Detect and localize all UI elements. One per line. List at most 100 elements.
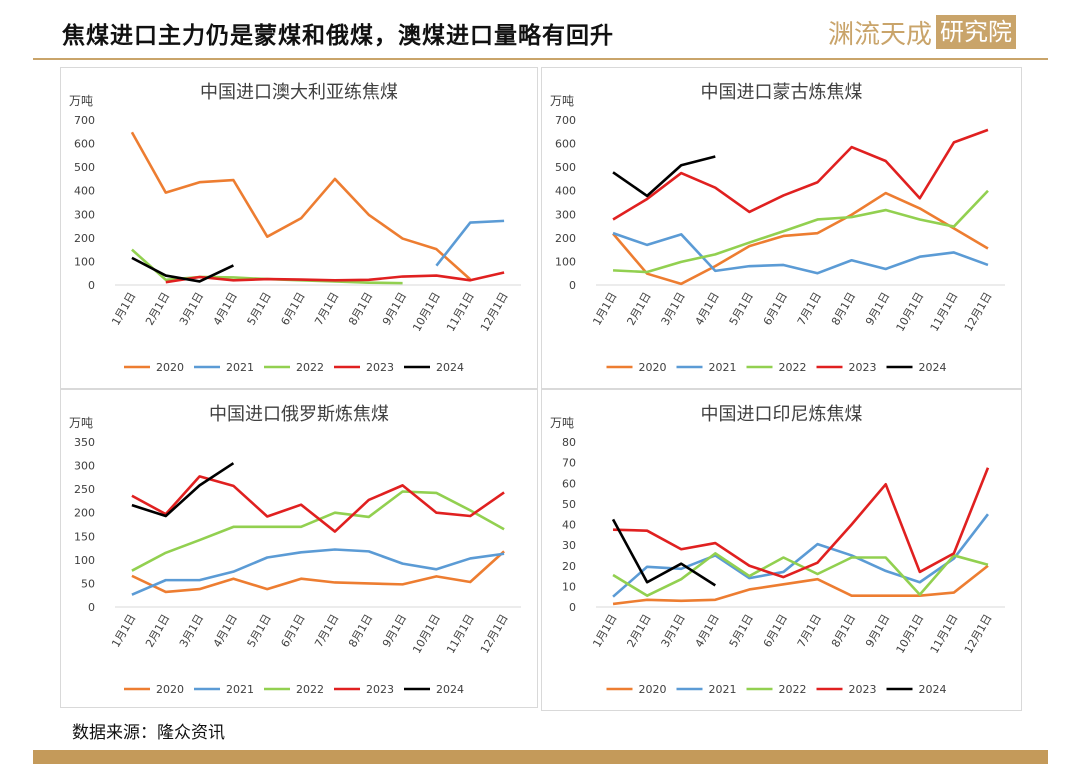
x-tick-label: 4月1日 <box>211 290 240 328</box>
series-line-2024 <box>611 518 716 587</box>
y-unit-label: 万吨 <box>69 94 93 108</box>
series-line-2021 <box>612 513 989 598</box>
y-tick-label: 600 <box>555 138 576 151</box>
logo-text: 渊流天成 <box>828 19 933 50</box>
x-tick-label: 2月1日 <box>624 612 653 650</box>
y-tick-label: 50 <box>562 498 576 511</box>
x-tick-label: 2月1日 <box>143 290 172 328</box>
series-line-2022 <box>612 189 989 274</box>
legend-label-2021: 2021 <box>226 361 254 374</box>
legend-label-2023: 2023 <box>849 361 877 374</box>
x-tick-label: 3月1日 <box>659 612 688 650</box>
series-line-2021 <box>612 231 989 275</box>
x-tick-label: 2月1日 <box>624 290 653 328</box>
x-tick-label: 2月1日 <box>143 612 172 650</box>
x-tick-label: 4月1日 <box>693 612 722 650</box>
series-line-2020 <box>130 131 472 281</box>
series-line-2023 <box>131 475 505 533</box>
y-tick-label: 40 <box>562 519 576 532</box>
series-line-2020 <box>612 191 989 286</box>
y-tick-label: 0 <box>88 279 95 292</box>
y-unit-label: 万吨 <box>69 416 93 430</box>
legend-label-2022: 2022 <box>779 361 807 374</box>
y-tick-label: 400 <box>555 185 576 198</box>
source-note: 数据来源：隆众资讯 <box>72 723 225 743</box>
y-tick-label: 100 <box>74 255 95 268</box>
x-tick-label: 6月1日 <box>278 290 307 328</box>
legend-label-2022: 2022 <box>779 683 807 696</box>
x-tick-label: 1月1日 <box>109 612 138 650</box>
title-divider <box>33 58 1048 60</box>
y-tick-label: 0 <box>569 279 576 292</box>
y-tick-label: 80 <box>562 436 576 449</box>
y-tick-label: 300 <box>555 208 576 221</box>
x-tick-label: 12月1日 <box>478 612 511 656</box>
y-tick-label: 150 <box>74 530 95 543</box>
legend-label-2024: 2024 <box>436 361 464 374</box>
y-tick-label: 600 <box>74 138 95 151</box>
y-tick-label: 100 <box>74 554 95 567</box>
series-line-2024 <box>612 155 716 198</box>
x-tick-label: 6月1日 <box>761 290 790 328</box>
x-tick-label: 12月1日 <box>962 612 995 656</box>
x-tick-label: 8月1日 <box>346 612 375 650</box>
y-tick-label: 10 <box>562 580 576 593</box>
x-tick-label: 11月1日 <box>444 290 477 334</box>
x-tick-label: 10月1日 <box>894 290 927 334</box>
legend-label-2024: 2024 <box>436 683 464 696</box>
legend-label-2020: 2020 <box>639 683 667 696</box>
series-line-2020 <box>612 564 989 606</box>
y-tick-label: 60 <box>562 477 576 490</box>
y-tick-label: 300 <box>74 460 95 473</box>
y-unit-label: 万吨 <box>550 94 574 108</box>
x-tick-label: 4月1日 <box>693 290 722 328</box>
x-tick-label: 8月1日 <box>829 612 858 650</box>
y-tick-label: 250 <box>74 483 95 496</box>
x-tick-label: 11月1日 <box>928 612 961 656</box>
legend-label-2020: 2020 <box>639 361 667 374</box>
series-line-2024 <box>131 462 235 518</box>
legend-label-2022: 2022 <box>296 361 324 374</box>
x-tick-label: 6月1日 <box>278 612 307 650</box>
legend-label-2021: 2021 <box>709 361 737 374</box>
x-tick-label: 3月1日 <box>177 612 206 650</box>
legend-label-2020: 2020 <box>156 683 184 696</box>
series-line-2020 <box>131 550 505 594</box>
series-line-2022 <box>131 490 505 572</box>
x-tick-label: 7月1日 <box>312 290 341 328</box>
y-tick-label: 700 <box>555 114 576 127</box>
series-line-2024 <box>131 256 234 283</box>
series-line-2021 <box>131 548 505 596</box>
x-tick-label: 6月1日 <box>761 612 790 650</box>
legend-label-2022: 2022 <box>296 683 324 696</box>
y-tick-label: 30 <box>562 539 576 552</box>
logo-box-text: 研究院 <box>936 15 1017 49</box>
x-tick-label: 1月1日 <box>590 290 619 328</box>
y-tick-label: 0 <box>88 601 95 614</box>
x-tick-label: 3月1日 <box>659 290 688 328</box>
chart-panel-mongolia: 中国进口蒙古炼焦煤 万吨 0 100 200 300 400 500 600 700 1月1日 2月1… <box>541 67 1022 389</box>
x-tick-label: 4月1日 <box>211 612 240 650</box>
y-tick-label: 200 <box>555 232 576 245</box>
series-line-2021 <box>435 219 505 267</box>
series-line-2023 <box>613 467 990 579</box>
x-tick-label: 5月1日 <box>245 612 274 650</box>
x-tick-label: 10月1日 <box>410 612 443 656</box>
chart-panel-indonesia: 中国进口印尼炼焦煤 万吨 0 10 20 30 40 50 60 70 80 1月1日 2月1日 3月1日… <box>541 389 1022 711</box>
x-tick-label: 5月1日 <box>727 612 756 650</box>
x-tick-label: 9月1日 <box>863 612 892 650</box>
chart-title: 中国进口蒙古炼焦煤 <box>701 82 863 103</box>
y-tick-label: 70 <box>562 457 576 470</box>
y-tick-label: 50 <box>81 577 95 590</box>
x-tick-label: 10月1日 <box>410 290 443 334</box>
x-tick-label: 9月1日 <box>380 612 409 650</box>
legend-label-2024: 2024 <box>919 361 947 374</box>
x-tick-label: 5月1日 <box>727 290 756 328</box>
chart-title: 中国进口澳大利亚练焦煤 <box>200 82 398 103</box>
legend-label-2021: 2021 <box>226 683 254 696</box>
y-tick-label: 200 <box>74 507 95 520</box>
chart-title: 中国进口俄罗斯炼焦煤 <box>209 404 389 425</box>
series-line-2023 <box>612 128 989 221</box>
